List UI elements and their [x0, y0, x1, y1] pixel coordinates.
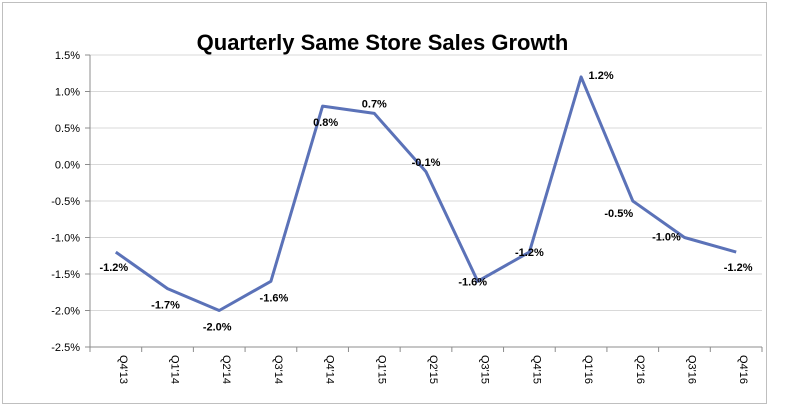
data-label: -1.2% [515, 247, 544, 259]
chart-title: Quarterly Same Store Sales Growth [196, 30, 569, 55]
data-label: -1.7% [151, 300, 180, 312]
y-axis: 1.5% 1.0% 0.5% 0.0% -0.5% -1.0% -1.5% -2.0% -2.5… [51, 50, 91, 354]
x-tick-label: Q3'16 [685, 355, 697, 384]
chart-frame [2, 2, 767, 404]
data-label: -1.2% [99, 262, 128, 274]
data-label: -1.2% [724, 262, 753, 274]
data-label: -0.1% [412, 157, 441, 169]
y-tick-label: -2.0% [51, 306, 80, 318]
x-tick-label: Q4'16 [737, 355, 749, 384]
x-tick-label: Q3'14 [272, 355, 284, 384]
x-tick-label: Q1'16 [582, 355, 594, 384]
x-tick-label: Q3'15 [479, 355, 491, 384]
y-tick-label: -0.5% [51, 196, 80, 208]
data-label: -1.6% [458, 276, 487, 288]
data-label: -1.0% [652, 232, 681, 244]
data-label: 1.2% [589, 70, 614, 82]
gridlines [90, 54, 762, 348]
data-label: 0.8% [313, 117, 338, 129]
data-label: -2.0% [203, 322, 232, 334]
y-tick-label: 0.0% [55, 160, 80, 172]
data-label: -1.6% [260, 292, 289, 304]
x-tick-label: Q2'14 [220, 355, 232, 384]
x-tick-label: Q4'13 [117, 355, 129, 384]
y-tick-label: -1.0% [51, 233, 80, 245]
data-label: 0.7% [362, 98, 387, 110]
x-tick-label: Q1'14 [169, 355, 181, 384]
y-tick-label: 0.5% [55, 123, 80, 135]
x-tick-label: Q2'16 [634, 355, 646, 384]
series-line-group [114, 75, 737, 312]
y-tick-label: -2.5% [51, 342, 80, 354]
y-tick-label: 1.5% [55, 50, 80, 62]
x-tick-label: Q2'15 [427, 355, 439, 384]
x-tick-label: Q1'15 [375, 355, 387, 384]
x-tick-label: Q4'14 [324, 355, 336, 384]
x-axis: Q4'13 Q1'14 Q2'14 Q3'14 Q4'14 Q1'15 Q2'15 Q3'15… [89, 346, 763, 384]
series-line [114, 75, 737, 312]
y-tick-label: -1.5% [51, 269, 80, 281]
data-labels: -1.2% -1.7% -2.0% -1.6% 0.8% 0.7% -0.1% -1.6% -1… [99, 70, 752, 334]
data-label: -0.5% [604, 208, 633, 220]
y-tick-label: 1.0% [55, 87, 80, 99]
x-tick-label: Q4'15 [530, 355, 542, 384]
